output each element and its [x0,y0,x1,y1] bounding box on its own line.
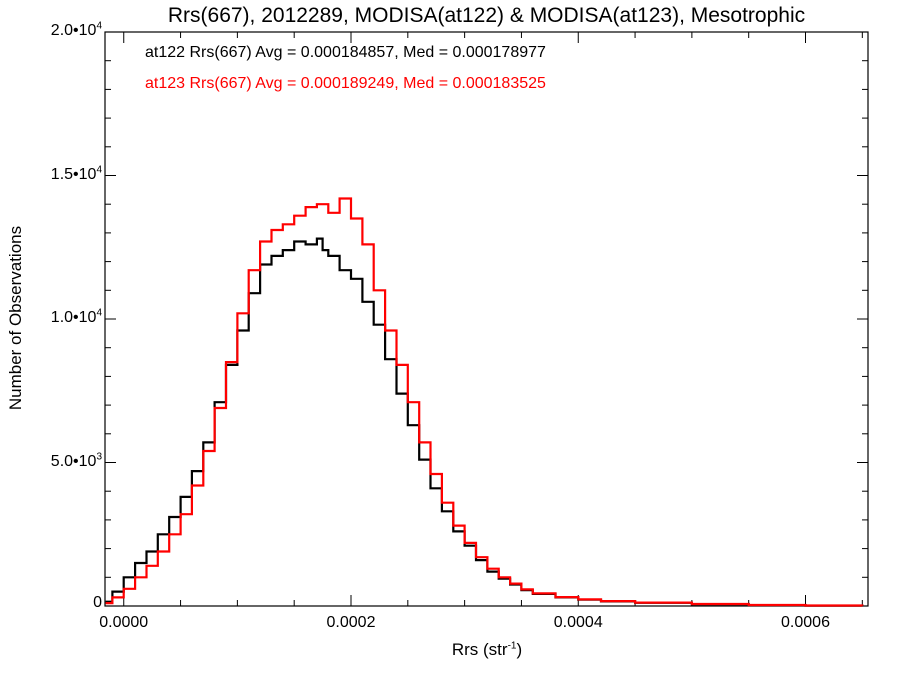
y-tick-mantissa: 5.0•10 [50,452,97,470]
legend-entry-at122: at122 Rrs(667) Avg = 0.000184857, Med = … [145,44,546,61]
y-tick-exponent: 4 [96,164,102,176]
axes [104,31,869,607]
legend-entry-at123: at123 Rrs(667) Avg = 0.000189249, Med = … [145,75,546,92]
y-axis-label: Number of Observations [6,225,25,411]
series-layer [105,197,864,607]
series-at122-line [105,237,864,607]
y-tick-mantissa: 0 [93,594,102,611]
y-tick-label: 0 [93,594,102,612]
y-tick-exponent: 4 [96,307,102,319]
plot-frame [104,31,869,607]
chart-title: Rrs(667), 2012289, MODISA(at122) & MODIS… [167,4,806,27]
x-axis-label: Rrs (str-1) [452,640,522,660]
y-tick-exponent: 4 [96,20,102,32]
x-tick-label: 0.0004 [553,614,603,631]
x-tick-label: 0.0002 [326,614,376,631]
x-axis-label-suffix: ) [516,640,523,659]
x-tick-label: 0.0000 [99,614,149,631]
x-tick-label: 0.0006 [781,614,830,631]
y-tick-label: 2.0•104 [50,20,102,40]
x-axis-label-exponent: -1 [507,640,517,652]
x-axis-label-text: Rrs (str [451,640,508,659]
y-tick-exponent: 3 [96,451,102,463]
y-tick-label: 1.5•104 [50,164,102,184]
series-at123-line [105,197,864,607]
y-tick-mantissa: 1.0•10 [50,309,97,326]
y-tick-label: 1.0•104 [50,307,102,327]
y-tick-mantissa: 2.0•10 [50,22,97,39]
y-tick-label: 5.0•103 [50,451,102,471]
y-tick-mantissa: 1.5•10 [50,165,97,183]
